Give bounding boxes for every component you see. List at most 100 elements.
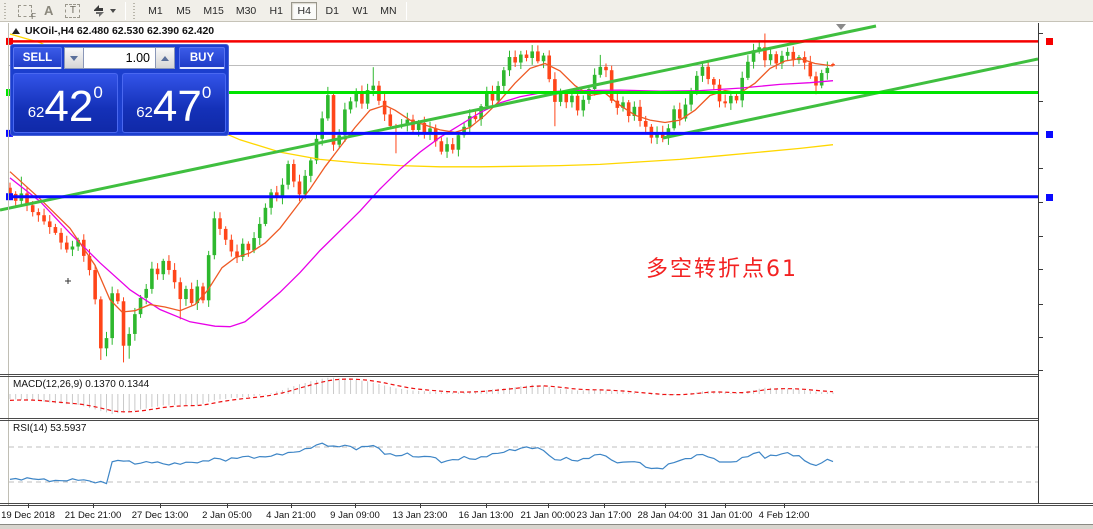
window-bottom-edge (0, 524, 1093, 529)
price-tick (1038, 337, 1043, 338)
tab-timeframe-mn[interactable]: MN (380, 4, 397, 17)
toolbar: F A T M1 M5 M15 M30 H1 H4 D1 W1 MN (0, 0, 1093, 22)
moving-average-line (9, 57, 834, 313)
line-handle[interactable] (6, 37, 13, 45)
price-tick (1038, 101, 1043, 102)
sell-price-prefix: 62 (27, 104, 45, 121)
time-tick (420, 504, 421, 508)
price-tick (1038, 304, 1043, 305)
time-tick-label: 21 Dec 21:00 (64, 510, 122, 521)
price-tick (1038, 168, 1043, 169)
symbol-ohlc-readout: UKOil-,H4 62.480 62.530 62.390 62.420 (25, 25, 215, 37)
time-tick-label: 31 Jan 01:00 (697, 510, 753, 521)
sell-button[interactable]: SELL (13, 47, 62, 69)
time-tick-label: 13 Jan 23:00 (392, 510, 448, 521)
sell-price-display[interactable]: 62 42 0 (13, 73, 118, 133)
time-tick (604, 504, 605, 508)
line-handle[interactable] (1046, 193, 1053, 201)
toolbar-grip[interactable] (132, 2, 139, 19)
price-tick (1038, 370, 1043, 371)
time-tick-label: 2 Jan 05:00 (202, 510, 252, 521)
price-tick (1038, 33, 1043, 34)
indicator-grid-icon[interactable]: F (12, 1, 38, 21)
chart-title: UKOil-,H4 62.480 62.530 62.390 62.420 (12, 25, 214, 37)
arrow-tool-button[interactable]: A (44, 3, 54, 18)
chart-text-annotation[interactable]: 多空转折点61 (646, 257, 798, 282)
moving-average-line (9, 80, 834, 328)
tab-timeframe-m5[interactable]: M5 (176, 4, 191, 17)
flip-arrows-icon (94, 4, 105, 17)
time-tick-label: 19 Dec 2018 (1, 510, 55, 521)
panel-separator[interactable] (0, 374, 1093, 375)
price-tick (1038, 269, 1043, 270)
chart-shift-marker-icon (836, 24, 846, 30)
triangle-up-icon (161, 55, 169, 61)
time-axis[interactable]: 19 Dec 2018 21 Dec 21:00 27 Dec 13:00 2 Jan… (0, 504, 1093, 526)
tab-timeframe-w1[interactable]: W1 (352, 4, 369, 17)
trade-panel-prices: 62 42 0 62 47 0 (11, 72, 228, 135)
volume-input[interactable] (84, 47, 155, 69)
panel-separator[interactable] (0, 418, 1093, 419)
line-handle[interactable] (6, 129, 13, 137)
macd-label: MACD(12,26,9) 0.1370 0.1344 (13, 379, 150, 390)
line-handle[interactable] (6, 89, 13, 97)
trade-panel-collapse-arrow-icon[interactable] (12, 28, 20, 34)
price-axis[interactable]: 63.74060.98058.26056.86055.50054.14052.7… (1038, 23, 1093, 503)
tab-timeframe-h1[interactable]: H1 (269, 4, 283, 17)
toolbar-separator (125, 1, 127, 20)
grid-f-label: F (31, 11, 36, 21)
window-left-frame (8, 23, 9, 523)
line-handle[interactable] (1046, 130, 1053, 138)
panel-separator (0, 376, 1093, 377)
sell-price-sup: 0 (93, 83, 103, 102)
time-tick (291, 504, 292, 508)
dashed-box-icon (18, 4, 32, 17)
panel-separator (0, 503, 1093, 504)
tab-timeframe-m15[interactable]: M15 (203, 4, 224, 17)
chevron-down-icon (110, 8, 117, 13)
time-tick (548, 504, 549, 508)
line-handle[interactable] (1046, 37, 1053, 45)
time-tick (28, 504, 29, 508)
price-tick (1038, 236, 1043, 237)
tab-timeframe-m1[interactable]: M1 (148, 4, 163, 17)
macd-indicator-surface[interactable] (0, 377, 1038, 418)
trendline[interactable] (662, 57, 1038, 140)
tab-timeframe-m30[interactable]: M30 (235, 4, 257, 17)
time-tick-label: 27 Dec 13:00 (131, 510, 189, 521)
buy-price-display[interactable]: 62 47 0 (121, 73, 226, 133)
tab-timeframe-h4[interactable]: H4 (291, 1, 318, 20)
toolbar-grip[interactable] (3, 2, 9, 19)
toolbar-separator (405, 1, 407, 20)
panel-separator (0, 420, 1093, 421)
time-tick (227, 504, 228, 508)
price-axis-border (1038, 23, 1039, 503)
volume-decrease-button[interactable] (64, 47, 84, 69)
time-tick (784, 504, 785, 508)
time-tick-label: 4 Feb 12:00 (758, 510, 810, 521)
time-tick (355, 504, 356, 508)
triangle-down-icon (70, 55, 78, 61)
line-handle[interactable] (6, 193, 13, 201)
cursor-tool-button[interactable] (86, 1, 122, 21)
trade-panel-row: SELL BUY (11, 45, 228, 71)
time-tick (665, 504, 666, 508)
rsi-indicator-surface[interactable] (0, 421, 1038, 503)
macd-histogram (9, 377, 834, 415)
rsi-line (9, 442, 834, 485)
buy-button[interactable]: BUY (179, 47, 225, 69)
trendline[interactable] (0, 24, 877, 212)
time-tick (486, 504, 487, 508)
price-tick (1038, 202, 1043, 203)
buy-price-sup: 0 (201, 83, 212, 102)
volume-increase-button[interactable] (155, 47, 175, 69)
text-tool-button[interactable]: T (59, 1, 86, 21)
panel-separator (0, 505, 1093, 506)
tab-timeframe-d1[interactable]: D1 (325, 4, 339, 17)
time-tick-label: 28 Jan 04:00 (637, 510, 693, 521)
rsi-label: RSI(14) 53.5937 (13, 423, 87, 434)
object-anchor-icon (65, 278, 71, 284)
sell-price-big: 42 (44, 81, 94, 131)
